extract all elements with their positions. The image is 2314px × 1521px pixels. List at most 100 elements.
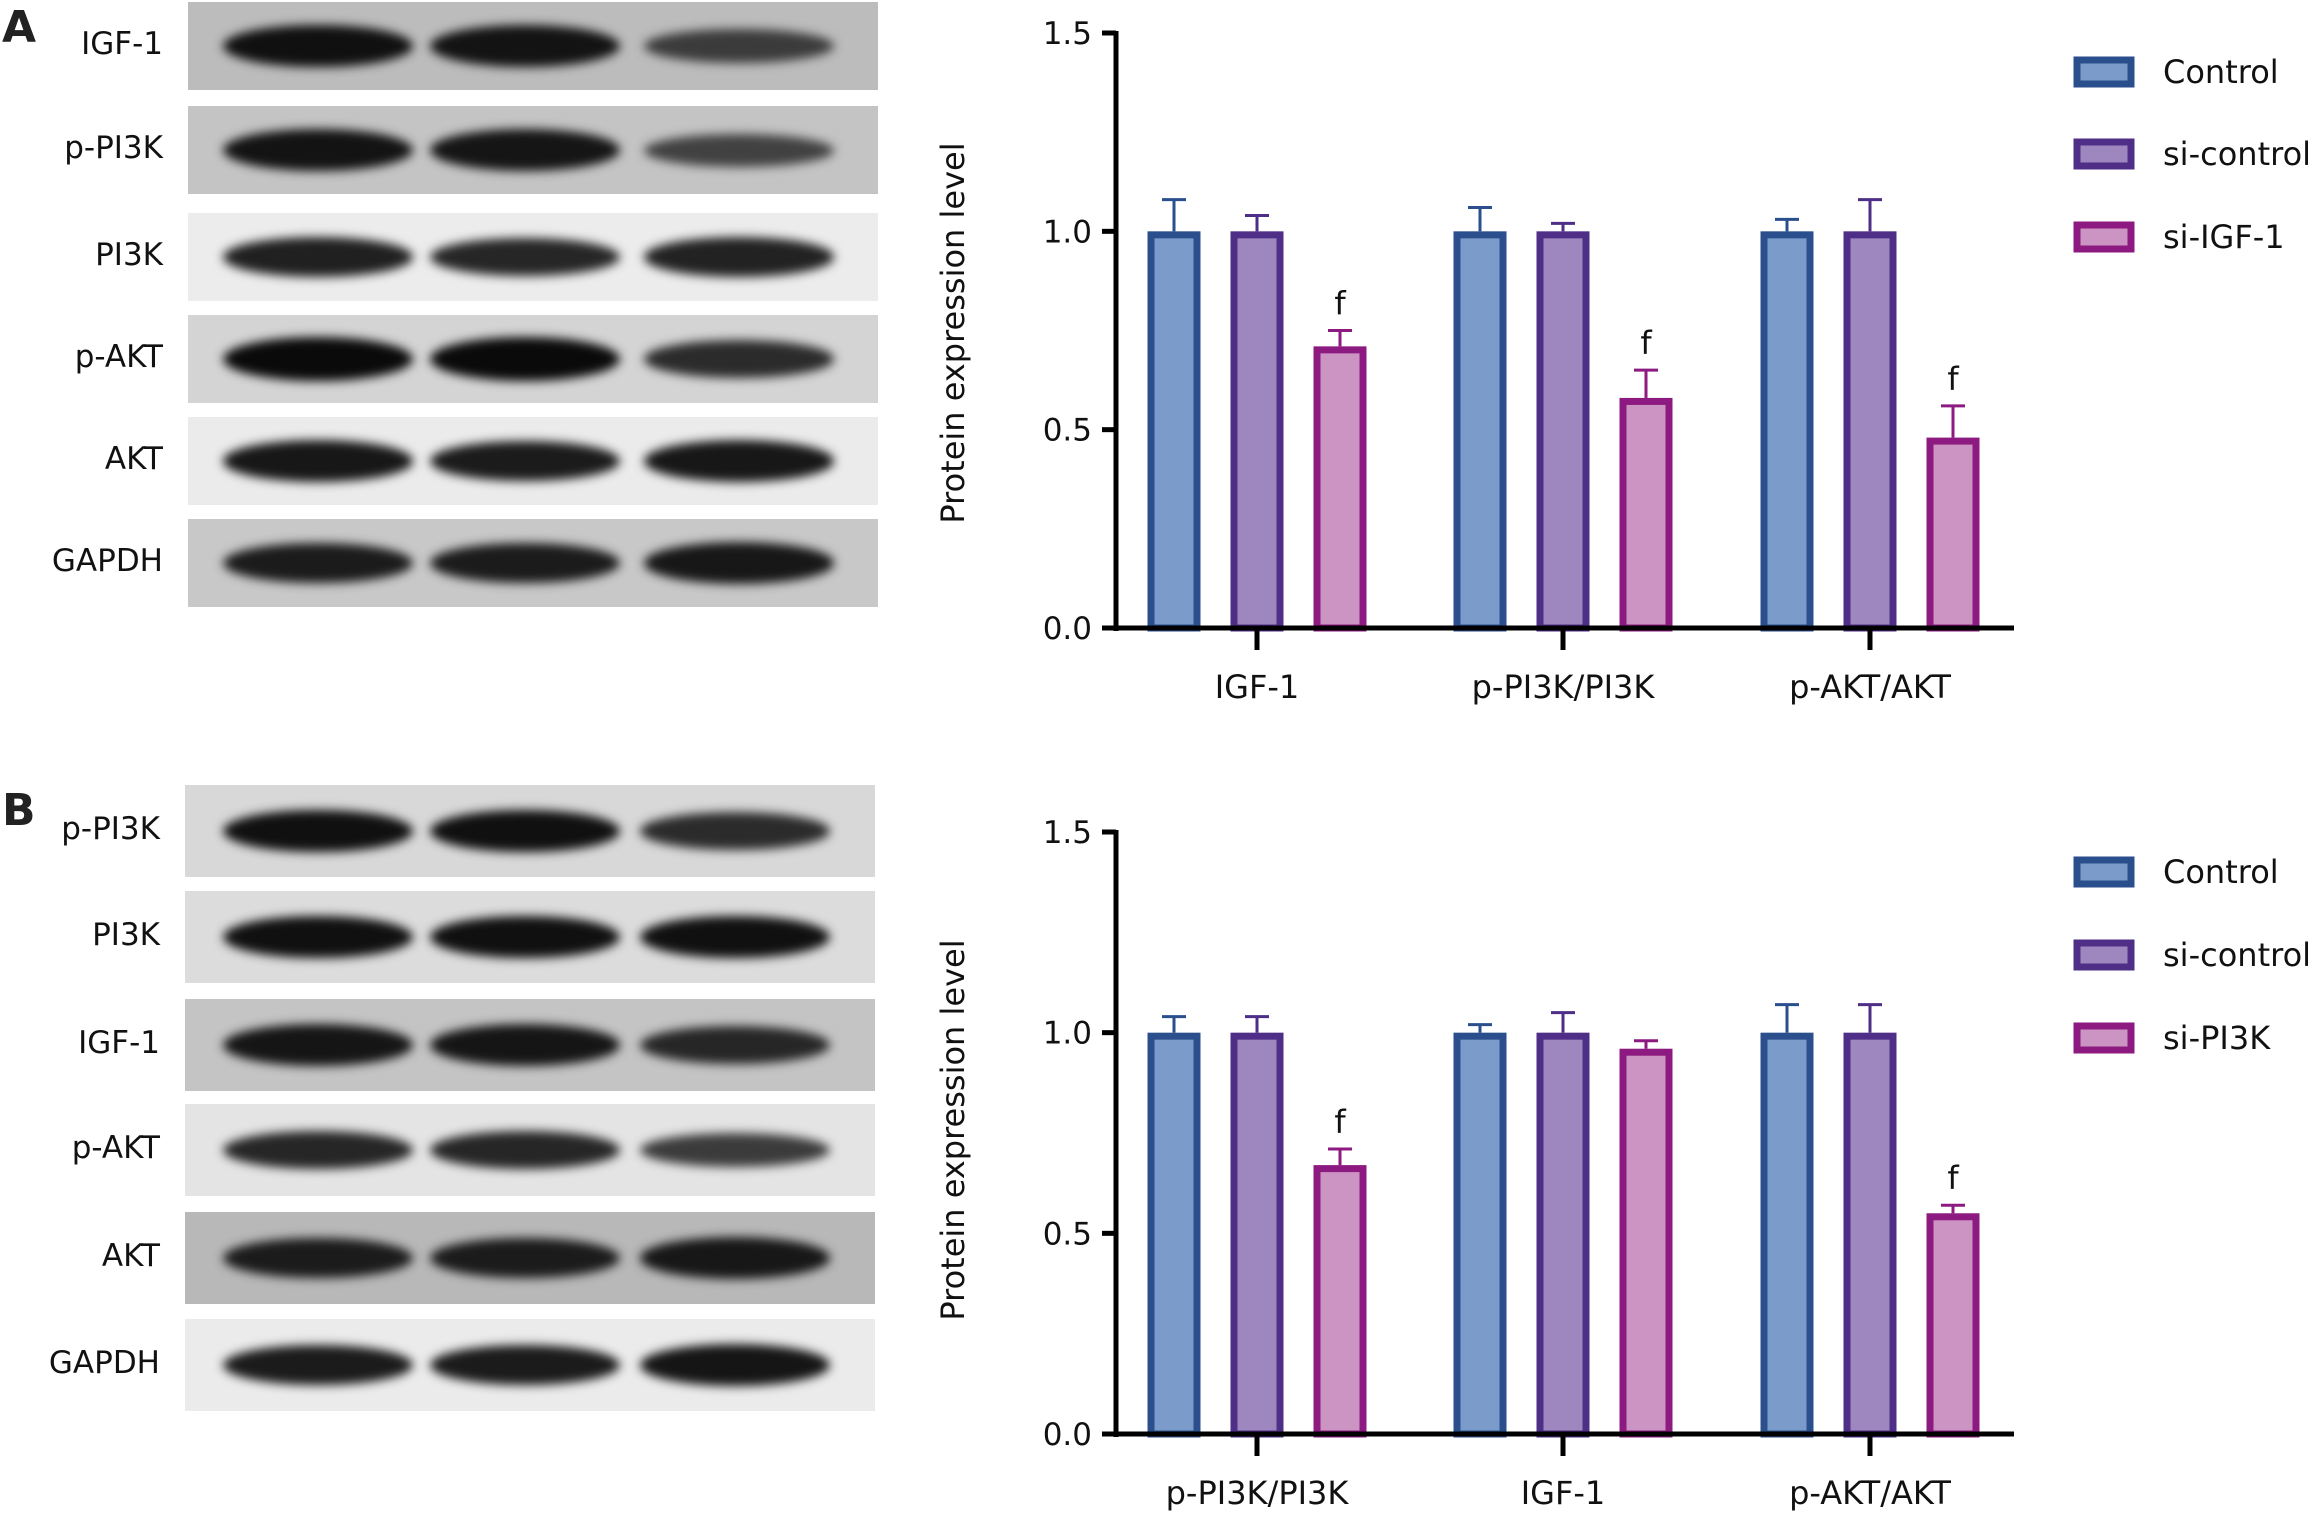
bar (1760, 231, 1814, 632)
blot-band (644, 28, 834, 64)
x-tick-label: p-AKT/AKT (1789, 1474, 1951, 1512)
blot-label: p-PI3K (61, 811, 160, 847)
significance-label: f (1947, 1159, 1959, 1197)
bar (1619, 1048, 1673, 1438)
blot-band (430, 440, 620, 482)
blot-band (223, 237, 413, 277)
legend-swatch (2073, 221, 2135, 253)
blot-strip (185, 785, 875, 877)
y-tick-label: 0.5 (1043, 1216, 1092, 1252)
bar (1313, 346, 1367, 632)
blot-strip (188, 106, 878, 194)
y-tick-label: 1.0 (1043, 214, 1092, 250)
y-axis-label: Protein expression level (934, 939, 972, 1320)
legend-label: Control (2163, 53, 2279, 91)
blot-band (223, 440, 413, 482)
blot-label: IGF-1 (78, 1025, 160, 1061)
y-tick-label: 0.0 (1043, 1417, 1092, 1453)
bar (1313, 1165, 1367, 1438)
bar (1536, 1032, 1590, 1438)
legend-label: si-PI3K (2163, 1019, 2271, 1057)
blot-label: p-AKT (71, 1130, 160, 1166)
y-tick-label: 1.5 (1043, 815, 1092, 851)
legend-swatch (2073, 1022, 2135, 1054)
blot-strip (185, 999, 875, 1091)
blot-band (640, 1344, 830, 1386)
blot-band (223, 809, 413, 853)
blot-band (644, 542, 834, 584)
blot-band (640, 915, 830, 959)
blot-band (430, 542, 620, 584)
blot-label: PI3K (92, 917, 160, 953)
blot-band (430, 915, 620, 959)
bar (1147, 1032, 1201, 1438)
chart-1: Control si-control f f si-PI3K 0.0 0.5 1.0 1.5 p-… (934, 815, 2311, 1512)
significance-label: f (1334, 1103, 1346, 1141)
bar (1536, 231, 1590, 632)
blot-label: IGF-1 (81, 26, 163, 62)
y-tick-label: 0.0 (1043, 611, 1092, 647)
legend-label: si-IGF-1 (2163, 218, 2285, 256)
legend-swatch (2073, 56, 2135, 88)
y-axis-label: Protein expression level (934, 142, 972, 523)
bar (1230, 231, 1284, 632)
bar (1926, 437, 1980, 632)
blot-band (223, 24, 413, 68)
significance-label: f (1640, 324, 1652, 362)
blot-strip (185, 1212, 875, 1304)
x-tick-label: IGF-1 (1215, 668, 1300, 706)
significance-label: f (1947, 360, 1959, 398)
chart-0: Control si-control f f f si-IGF-1 0.0 0.5 1.0 1.5… (934, 16, 2311, 706)
blot-band (430, 129, 620, 171)
blot-band (640, 812, 830, 850)
bar (1619, 397, 1673, 632)
panel-a-letter: A (2, 2, 37, 53)
blot-label: PI3K (95, 237, 163, 273)
legend-label: si-control (2163, 135, 2311, 173)
blot-band (223, 1344, 413, 1386)
blot-band (223, 915, 413, 959)
blot-strip (188, 315, 878, 403)
bar (1453, 1032, 1507, 1438)
blot-band (644, 340, 834, 378)
blot-strip (188, 417, 878, 505)
bar (1843, 231, 1897, 632)
blot-strip (188, 519, 878, 607)
blot-strip (188, 213, 878, 301)
y-tick-label: 1.5 (1043, 16, 1092, 52)
blot-label: AKT (104, 441, 163, 477)
blot-band (430, 1024, 620, 1066)
blot-strip (185, 1319, 875, 1411)
blot-band (430, 1130, 620, 1170)
blot-band (644, 440, 834, 482)
y-tick-label: 1.0 (1043, 1016, 1092, 1052)
blot-label: p-PI3K (64, 130, 163, 166)
significance-label: f (1334, 285, 1346, 323)
blot-band (640, 1237, 830, 1279)
legend-swatch (2073, 939, 2135, 971)
y-tick-label: 0.5 (1043, 413, 1092, 449)
legend-swatch (2073, 856, 2135, 888)
blot-band (644, 133, 834, 167)
blot-strip (185, 891, 875, 983)
bar (1147, 231, 1201, 632)
legend-label: Control (2163, 853, 2279, 891)
legend-label: si-control (2163, 936, 2311, 974)
blot-band (430, 1237, 620, 1279)
blot-band (640, 1132, 830, 1168)
blot-label: AKT (101, 1238, 160, 1274)
blot-band (430, 237, 620, 277)
x-tick-label: p-PI3K/PI3K (1166, 1474, 1350, 1512)
bar (1230, 1032, 1284, 1438)
blot-band (644, 237, 834, 277)
blot-band (223, 1237, 413, 1279)
bar (1453, 231, 1507, 632)
blot-band (430, 809, 620, 853)
bar (1926, 1213, 1980, 1438)
bar (1760, 1032, 1814, 1438)
blot-band (430, 337, 620, 381)
blot-band (223, 1130, 413, 1170)
blot-band (640, 1025, 830, 1065)
blot-band (430, 1344, 620, 1386)
